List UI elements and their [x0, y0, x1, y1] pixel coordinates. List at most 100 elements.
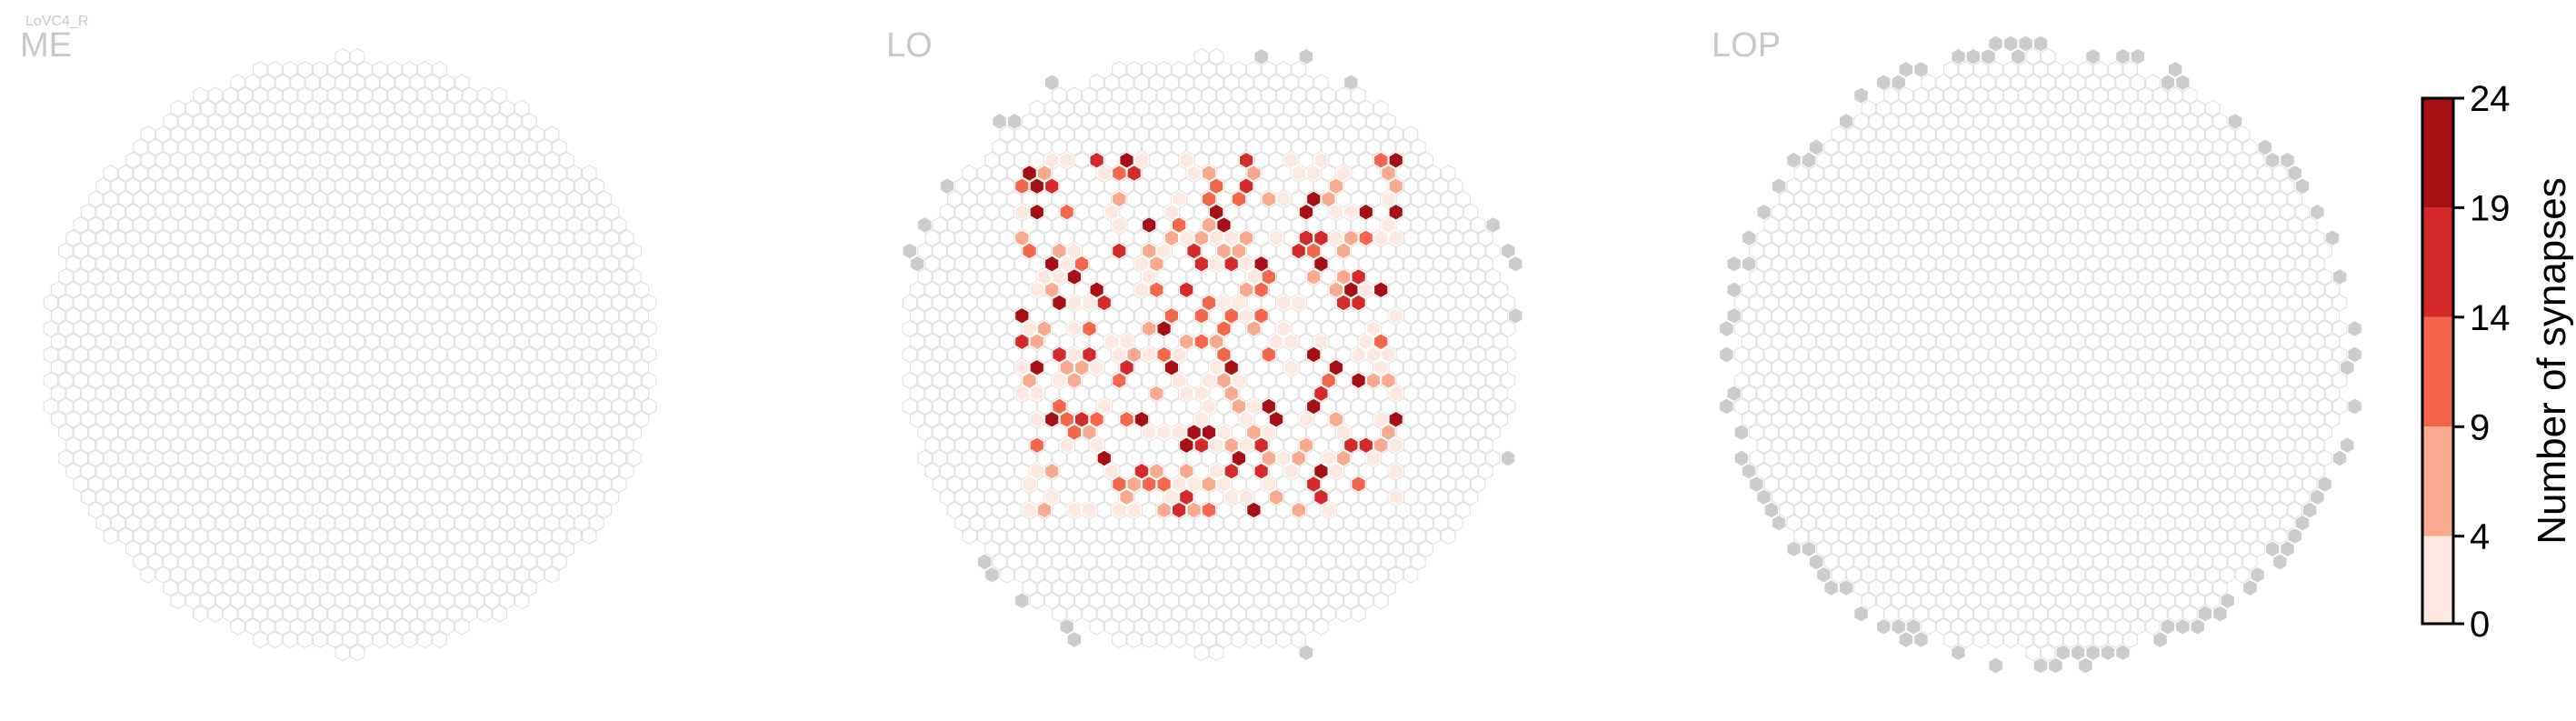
hex-synapse-count	[1133, 281, 1150, 299]
hex-empty	[342, 423, 358, 442]
hex-empty	[1921, 333, 1936, 351]
hex-empty	[2167, 553, 2183, 571]
hex-empty	[80, 358, 96, 376]
hex-empty	[1786, 229, 1802, 247]
hex-empty	[1275, 242, 1292, 260]
hex-empty	[290, 151, 305, 169]
hex-empty	[1763, 371, 1780, 390]
hex-empty	[1193, 566, 1210, 584]
hex-empty	[2092, 190, 2109, 208]
hex-empty	[275, 177, 291, 195]
hex-empty	[2085, 566, 2101, 584]
hex-empty	[1149, 333, 1164, 351]
hex-empty	[2062, 60, 2079, 79]
hex-empty	[1845, 358, 1862, 376]
hex-empty	[1201, 553, 1217, 571]
hex-empty	[1343, 333, 1359, 351]
hex-empty	[1343, 358, 1359, 376]
hex-empty	[2175, 229, 2191, 247]
hex-empty	[327, 242, 343, 260]
hex-empty	[1921, 177, 1936, 195]
hex-empty	[1283, 203, 1299, 221]
hex-synapse-count	[1171, 371, 1187, 390]
hex-empty	[2272, 242, 2288, 260]
hex-empty	[2115, 333, 2131, 351]
hex-empty	[125, 229, 141, 247]
hex-empty	[364, 566, 380, 584]
hex-empty	[2145, 410, 2161, 428]
hex-empty	[1052, 578, 1067, 597]
hex-empty	[1246, 345, 1262, 364]
hex-empty	[2070, 177, 2086, 195]
hex-empty	[155, 436, 171, 455]
hex-empty	[1268, 281, 1284, 299]
hex-empty	[2227, 215, 2243, 235]
hex-empty	[954, 306, 970, 325]
hex-empty	[2002, 345, 2019, 364]
hex-empty	[2108, 294, 2123, 312]
hex-empty	[2167, 190, 2183, 208]
hex-empty	[1006, 294, 1023, 312]
hex-empty	[626, 267, 642, 286]
hex-empty	[1103, 125, 1120, 144]
hex-empty	[133, 371, 148, 390]
hex-empty	[364, 177, 380, 195]
hex-empty	[454, 436, 470, 455]
hex-empty	[334, 47, 351, 65]
hex-outside-region	[1809, 553, 1824, 571]
hex-synapse-count	[1201, 371, 1217, 390]
hex-empty	[2175, 255, 2191, 273]
hex-empty	[1470, 215, 1486, 235]
hex-empty	[320, 436, 335, 455]
hex-empty	[611, 294, 627, 312]
hex-empty	[2085, 617, 2101, 636]
hex-empty	[484, 99, 500, 117]
hex-empty	[253, 526, 268, 546]
hex-empty	[312, 242, 328, 260]
hex-empty	[1905, 592, 1922, 610]
hex-empty	[1898, 190, 1914, 208]
hex-empty	[529, 306, 545, 325]
hex-empty	[2182, 294, 2198, 312]
hex-empty	[2025, 203, 2042, 221]
hex-synapse-count	[1343, 281, 1359, 299]
hex-empty	[1335, 526, 1352, 546]
hex-empty	[1133, 488, 1150, 506]
hex-empty	[267, 60, 283, 79]
hex-empty	[1036, 475, 1053, 494]
hex-empty	[297, 242, 313, 260]
hex-empty	[499, 177, 515, 195]
hex-empty	[581, 475, 597, 494]
hex-empty	[2220, 462, 2235, 480]
hex-empty	[1006, 164, 1023, 183]
hex-empty	[177, 345, 194, 364]
hex-empty	[2152, 319, 2168, 338]
hex-empty	[2085, 514, 2101, 532]
hex-empty	[2092, 319, 2109, 338]
hex-empty	[2152, 138, 2168, 156]
hex-empty	[1478, 306, 1493, 325]
hex-empty	[2197, 242, 2213, 260]
hex-empty	[2130, 125, 2146, 144]
hex-empty	[357, 397, 373, 416]
hex-empty	[2078, 501, 2093, 519]
hex-empty	[1981, 125, 1996, 144]
hex-empty	[1958, 345, 1973, 364]
hex-empty	[2055, 462, 2071, 480]
hex-empty	[536, 371, 553, 390]
hex-empty	[1875, 306, 1892, 325]
hex-empty	[1006, 371, 1023, 390]
hex-empty	[2272, 319, 2288, 338]
hex-empty	[1351, 526, 1366, 546]
hex-empty	[417, 267, 433, 286]
hex-empty	[297, 630, 313, 649]
hex-empty	[1965, 229, 1982, 247]
hex-empty	[1778, 501, 1794, 519]
hex-empty	[387, 294, 403, 312]
hex-empty	[1418, 333, 1433, 351]
hex-empty	[125, 462, 141, 480]
hex-empty	[462, 267, 477, 286]
hex-empty	[1268, 462, 1284, 480]
hex-empty	[170, 125, 186, 144]
